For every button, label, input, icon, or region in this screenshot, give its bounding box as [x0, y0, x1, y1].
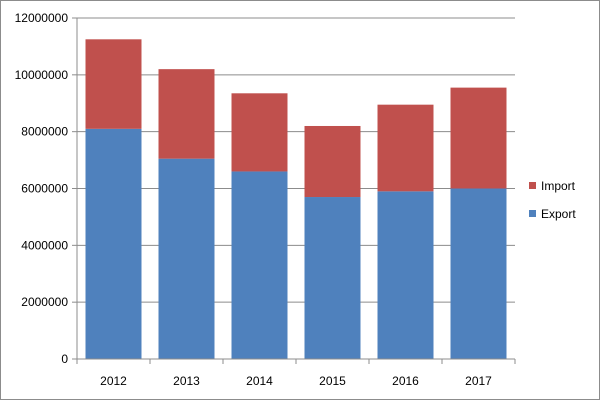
- legend-swatch-import: [529, 182, 536, 189]
- x-tick-label: 2017: [465, 374, 492, 388]
- bar-import-2014: [231, 93, 288, 172]
- x-tick-label: 2013: [173, 374, 200, 388]
- bar-import-2016: [377, 104, 434, 192]
- y-tick-label: 12000000: [15, 11, 69, 25]
- y-tick-label: 2000000: [21, 295, 68, 309]
- x-tick-label: 2012: [100, 374, 127, 388]
- x-tick-label: 2015: [319, 374, 346, 388]
- gridlines: [72, 17, 515, 360]
- legend: Import Export: [529, 179, 576, 221]
- bars: [85, 39, 507, 359]
- bar-export-2015: [304, 197, 361, 359]
- y-tick-labels: 0 2000000 4000000 6000000 8000000 10000000 120…: [15, 11, 69, 366]
- bar-export-2012: [85, 128, 142, 359]
- axes: [76, 18, 516, 364]
- x-tick-label: 2016: [392, 374, 419, 388]
- y-tick-label: 10000000: [15, 68, 69, 82]
- y-tick-label: 4000000: [21, 238, 68, 252]
- legend-swatch-export: [529, 210, 536, 217]
- y-tick-label: 8000000: [21, 125, 68, 139]
- bar-import-2017: [450, 87, 507, 189]
- bar-export-2014: [231, 171, 288, 359]
- legend-label-export: Export: [541, 207, 576, 221]
- bar-import-2012: [85, 39, 142, 129]
- bar-export-2016: [377, 191, 434, 359]
- y-tick-label: 0: [61, 352, 68, 366]
- bar-import-2013: [158, 69, 215, 159]
- bar-export-2017: [450, 188, 507, 359]
- legend-label-import: Import: [541, 179, 576, 193]
- x-tick-labels: 2012 2013 2014 2015 2016 2017: [100, 374, 492, 388]
- bar-import-2015: [304, 125, 361, 198]
- bar-export-2013: [158, 158, 215, 359]
- y-tick-label: 6000000: [21, 182, 68, 196]
- x-tick-label: 2014: [246, 374, 273, 388]
